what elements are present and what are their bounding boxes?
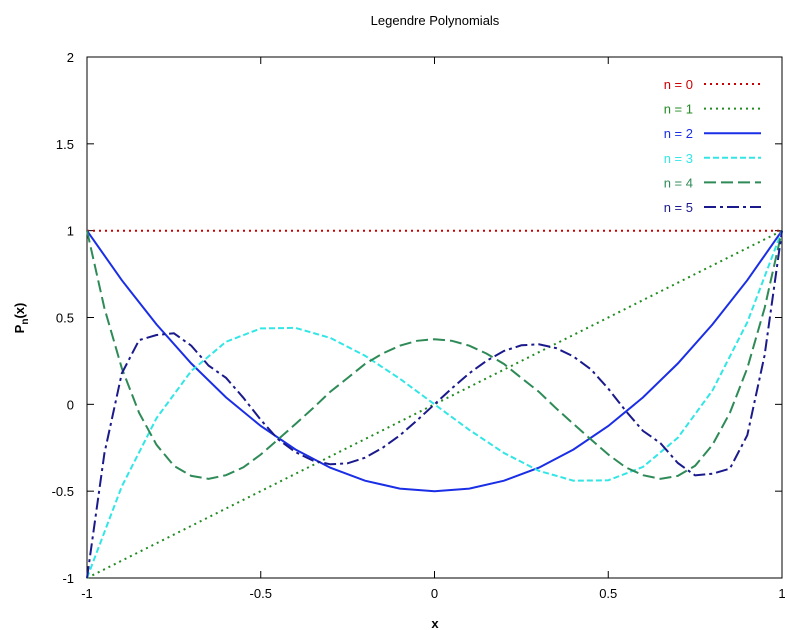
series-line-n3 — [86, 230, 783, 579]
x-tick-label-3: 0.5 — [599, 586, 617, 601]
legend-label-n5: n = 5 — [664, 200, 693, 215]
series-lines — [86, 229, 783, 579]
y-tick-label-6: 2 — [67, 50, 74, 65]
axis-ticks: -1 -0.5 0 0.5 1 -1 -0.5 0 0.5 1 1.5 2 — [52, 50, 786, 601]
y-tick-label-2: 0 — [67, 397, 74, 412]
series-line-n2 — [86, 230, 783, 493]
y-tick-label-3: 0.5 — [56, 311, 74, 326]
series-line-n4 — [86, 230, 783, 480]
y-axis-label-sub: n — [20, 319, 31, 325]
legend-label-n2: n = 2 — [664, 126, 693, 141]
x-tick-label-0: -1 — [81, 586, 93, 601]
y-tick-label-4: 1 — [67, 224, 74, 239]
legend-label-n1: n = 1 — [664, 102, 693, 117]
y-axis-label-main: P — [12, 324, 27, 333]
y-tick-label-0: -1 — [62, 571, 74, 586]
legend-label-n4: n = 4 — [664, 175, 693, 190]
legend-label-n3: n = 3 — [664, 151, 693, 166]
series-line-n5 — [86, 230, 783, 579]
y-tick-label-5: 1.5 — [56, 137, 74, 152]
y-axis-label-tail: (x) — [12, 303, 27, 319]
x-tick-label-1: -0.5 — [250, 586, 272, 601]
x-tick-label-4: 1 — [778, 586, 785, 601]
legend: n = 0 n = 1 n = 2 n = 3 n = 4 n = 5 — [664, 77, 761, 215]
y-axis-label: Pn(x) — [12, 303, 31, 334]
legend-label-n0: n = 0 — [664, 77, 693, 92]
x-tick-label-2: 0 — [431, 586, 438, 601]
chart-title: Legendre Polynomials — [371, 13, 500, 28]
y-tick-label-1: -0.5 — [52, 484, 74, 499]
x-axis-label: x — [431, 616, 439, 630]
series-line-n1 — [86, 229, 783, 579]
